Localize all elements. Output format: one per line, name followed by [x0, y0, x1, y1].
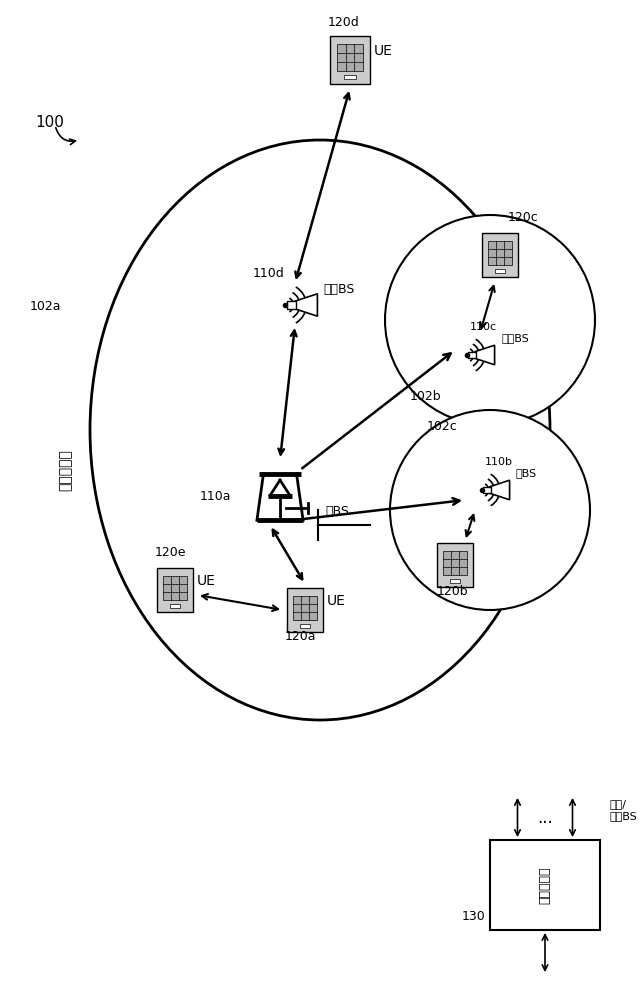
Text: 120c: 120c — [508, 211, 539, 224]
Text: 120e: 120e — [155, 546, 186, 559]
Bar — [344, 75, 356, 79]
Ellipse shape — [385, 215, 595, 425]
Polygon shape — [490, 480, 510, 500]
Text: UE: UE — [374, 44, 393, 58]
Bar — [437, 543, 473, 587]
Text: 去往/
来自BS: 去往/ 来自BS — [610, 799, 638, 821]
Text: 102c: 102c — [427, 420, 458, 433]
Bar — [170, 604, 181, 608]
Bar — [300, 624, 311, 628]
Text: 110d: 110d — [253, 267, 285, 280]
Text: 宏BS: 宏BS — [325, 505, 349, 518]
Text: 102b: 102b — [410, 390, 442, 403]
Ellipse shape — [90, 140, 550, 720]
Bar — [494, 269, 505, 273]
Text: 中继BS: 中继BS — [323, 283, 354, 296]
Bar — [287, 301, 296, 309]
Bar — [488, 241, 512, 265]
Text: UE: UE — [327, 594, 346, 608]
Bar — [482, 233, 518, 277]
Text: 微BS: 微BS — [516, 468, 537, 478]
Bar — [287, 588, 323, 632]
Bar — [163, 576, 186, 600]
Text: 120d: 120d — [328, 16, 359, 29]
Text: 网络控制器: 网络控制器 — [538, 866, 552, 904]
Bar — [468, 352, 476, 358]
Text: 102a: 102a — [30, 300, 62, 313]
Text: 毫微BS: 毫微BS — [501, 333, 529, 343]
Text: UE: UE — [197, 574, 216, 588]
Text: 110a: 110a — [200, 490, 231, 503]
Bar — [337, 44, 363, 71]
Bar — [490, 840, 600, 930]
Text: 120b: 120b — [437, 585, 469, 598]
Text: 110c: 110c — [470, 322, 497, 332]
Polygon shape — [295, 294, 318, 316]
Text: 130: 130 — [462, 910, 485, 923]
Polygon shape — [475, 345, 494, 365]
Bar — [449, 579, 460, 583]
Text: 宏蜂窝小区: 宏蜂窝小区 — [58, 449, 72, 491]
Text: ...: ... — [537, 809, 553, 827]
Bar — [293, 596, 317, 620]
Ellipse shape — [390, 410, 590, 610]
Bar — [443, 551, 467, 575]
Text: 120a: 120a — [285, 630, 316, 643]
Bar — [157, 568, 193, 612]
Bar — [483, 487, 491, 493]
Bar — [330, 36, 370, 84]
Text: 100: 100 — [35, 115, 64, 130]
Text: 110b: 110b — [485, 457, 513, 467]
